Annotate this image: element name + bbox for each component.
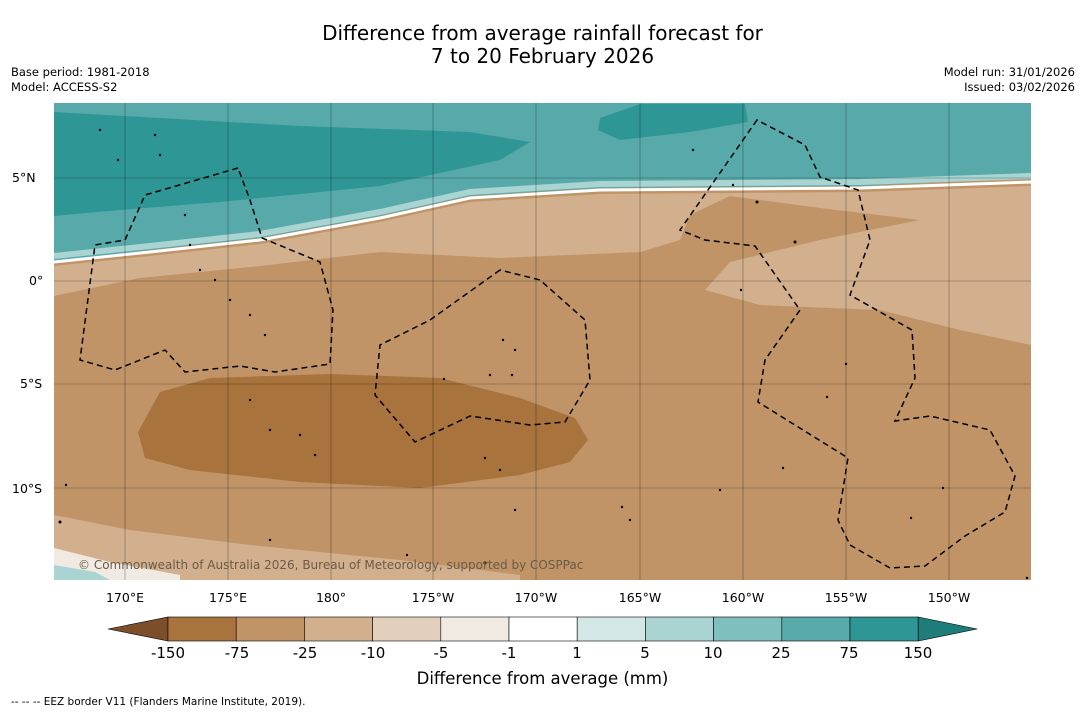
colorbar-segment — [235, 616, 305, 642]
issued-date: Issued: 03/02/2026 — [964, 80, 1075, 94]
cbar-label: -5 — [433, 644, 449, 662]
transition-band — [54, 173, 1031, 259]
light-dry-corner — [54, 515, 520, 580]
lon-label-170w: 170°W — [514, 590, 558, 605]
cbar-label: -75 — [224, 644, 250, 662]
cbar-label: -1 — [501, 644, 517, 662]
colorbar-arrow-right — [917, 616, 978, 642]
cbar-label: -10 — [360, 644, 386, 662]
lat-label-5n: 5°N — [12, 170, 36, 185]
cbar-label: -150 — [150, 644, 186, 662]
lon-gridlines — [124, 103, 950, 580]
very-wet-region-east — [598, 104, 748, 140]
lon-label-150w: 150°W — [927, 590, 971, 605]
lat-label-0: 0° — [29, 273, 44, 288]
lon-label-175w: 175°W — [411, 590, 455, 605]
meta-left: Base period: 1981-2018 Model: ACCESS-S2 — [11, 65, 150, 95]
colorbar-segment — [713, 616, 783, 642]
transition-band-light — [54, 180, 1031, 264]
colorbar-segment — [508, 616, 578, 642]
model-run: Model run: 31/01/2026 — [943, 65, 1075, 79]
lon-label-160w: 160°W — [721, 590, 765, 605]
lon-label-175e: 175°E — [208, 590, 247, 605]
colorbar-segment — [440, 616, 510, 642]
cbar-label: -25 — [292, 644, 318, 662]
chart-title: Difference from average rainfall forecas… — [0, 22, 1085, 68]
title-line-2: 7 to 20 February 2026 — [430, 44, 655, 68]
very-wet-region-west — [54, 112, 530, 216]
dry-core — [138, 374, 588, 488]
lon-label-165w: 165°W — [618, 590, 662, 605]
colorbar-title: Difference from average (mm) — [416, 669, 669, 688]
lon-label-180: 180° — [315, 590, 347, 605]
eez-footnote: -- -- -- EEZ border V11 (Flanders Marine… — [11, 696, 306, 708]
colorbar-segment — [645, 616, 714, 642]
cbar-label: 75 — [839, 644, 859, 662]
model-name: Model: ACCESS-S2 — [11, 80, 118, 94]
cbar-label: 10 — [703, 644, 723, 662]
cbar-label: 5 — [640, 644, 650, 662]
wet-corner — [54, 565, 110, 580]
colorbar-segment — [304, 616, 373, 642]
light-dry-band-north — [54, 186, 1031, 345]
eez-borders — [79, 119, 1016, 569]
copyright-credit: © Commonwealth of Australia 2026, Bureau… — [78, 558, 584, 572]
cbar-label: 25 — [771, 644, 791, 662]
colorbar-segment — [167, 616, 237, 642]
colorbar-arrow-left — [107, 616, 169, 642]
island-markers — [58, 128, 1029, 580]
meta-right: Model run: 31/01/2026 Issued: 03/02/2026 — [944, 65, 1075, 95]
colorbar-segment — [372, 616, 442, 642]
colorbar-segment — [576, 616, 646, 642]
colorbar-segment — [781, 616, 851, 642]
lat-label-10s: 10°S — [12, 481, 43, 496]
title-line-1: Difference from average rainfall forecas… — [322, 21, 763, 45]
base-period: Base period: 1981-2018 — [11, 65, 150, 79]
lat-label-5s: 5°S — [20, 376, 43, 391]
cbar-label: 150 — [903, 644, 933, 662]
colorbar-segment — [849, 616, 919, 642]
lat-gridlines — [54, 177, 1031, 489]
lon-label-170e: 170°E — [105, 590, 144, 605]
cbar-label: 1 — [572, 644, 582, 662]
lon-label-155w: 155°W — [824, 590, 868, 605]
